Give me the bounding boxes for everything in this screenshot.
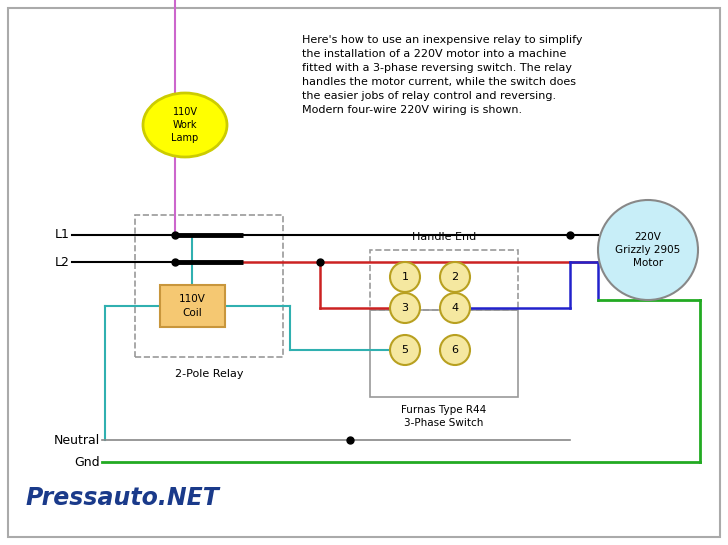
Circle shape (440, 293, 470, 323)
Text: L2: L2 (55, 256, 70, 269)
Circle shape (598, 200, 698, 300)
Text: 2: 2 (451, 272, 459, 282)
Text: Neutral: Neutral (54, 433, 100, 446)
FancyBboxPatch shape (160, 285, 225, 327)
Circle shape (440, 262, 470, 292)
Text: 220V
Grizzly 2905
Motor: 220V Grizzly 2905 Motor (615, 232, 681, 268)
Circle shape (390, 335, 420, 365)
Text: 1: 1 (402, 272, 408, 282)
Ellipse shape (143, 93, 227, 157)
Text: L1: L1 (55, 228, 70, 241)
Circle shape (390, 293, 420, 323)
Text: Furnas Type R44
3-Phase Switch: Furnas Type R44 3-Phase Switch (401, 405, 486, 428)
Text: Gnd: Gnd (74, 456, 100, 469)
Circle shape (440, 335, 470, 365)
Text: 5: 5 (402, 345, 408, 355)
Text: Pressauto.NET: Pressauto.NET (25, 486, 219, 510)
Text: 3: 3 (402, 303, 408, 313)
Circle shape (390, 262, 420, 292)
Text: Handle End: Handle End (412, 232, 476, 242)
Text: Here's how to use an inexpensive relay to simplify
the installation of a 220V mo: Here's how to use an inexpensive relay t… (302, 35, 582, 115)
Text: 110V
Coil: 110V Coil (179, 294, 206, 318)
FancyBboxPatch shape (8, 8, 720, 537)
Text: 4: 4 (451, 303, 459, 313)
Text: 6: 6 (451, 345, 459, 355)
Text: 2-Pole Relay: 2-Pole Relay (175, 369, 243, 379)
Text: 110V
Work
Lamp: 110V Work Lamp (171, 107, 199, 143)
